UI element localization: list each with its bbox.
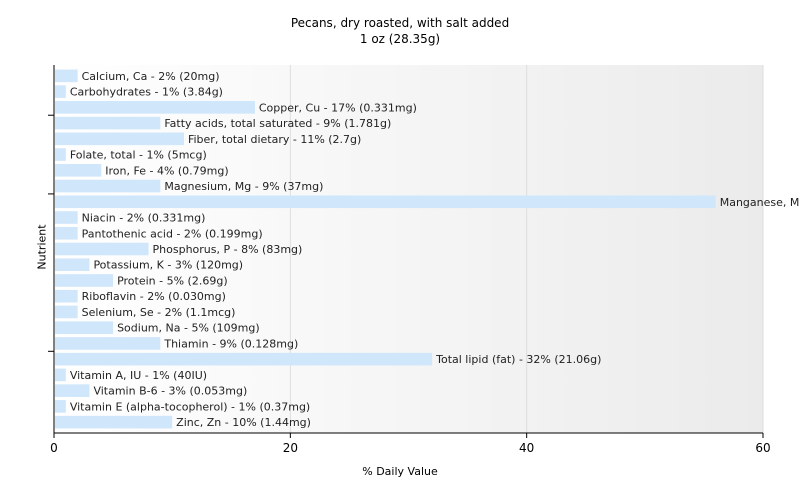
- bar-label: Magnesium, Mg - 9% (37mg): [164, 180, 323, 193]
- bar: [55, 242, 149, 256]
- bar-label: Total lipid (fat) - 32% (21.06g): [435, 353, 601, 366]
- bar-label: Fatty acids, total saturated - 9% (1.781…: [164, 117, 391, 130]
- bar-label: Folate, total - 1% (5mcg): [70, 149, 207, 162]
- bar: [55, 116, 161, 130]
- bar-label: Niacin - 2% (0.331mg): [82, 212, 206, 225]
- chart-title: Pecans, dry roasted, with salt added: [290, 16, 510, 30]
- bar: [55, 352, 433, 366]
- bar-label: Copper, Cu - 17% (0.331mg): [259, 101, 417, 114]
- bar-label: Pantothenic acid - 2% (0.199mg): [82, 227, 263, 240]
- x-tick-label: 40: [519, 441, 534, 455]
- bar: [55, 226, 78, 240]
- bar-label: Potassium, K - 3% (120mg): [93, 259, 243, 272]
- bar-label: Selenium, Se - 2% (1.1mcg): [82, 306, 236, 319]
- x-tick-label: 0: [50, 441, 58, 455]
- bar-label: Phosphorus, P - 8% (83mg): [153, 243, 303, 256]
- bar: [55, 179, 161, 193]
- bar: [55, 305, 78, 319]
- bar: [55, 69, 78, 83]
- bar-label: Riboflavin - 2% (0.030mg): [82, 290, 226, 303]
- x-tick-label: 60: [755, 441, 770, 455]
- bar: [55, 337, 161, 350]
- bar-label: Vitamin E (alpha-tocopherol) - 1% (0.37m…: [70, 400, 310, 413]
- bar: [55, 321, 114, 334]
- bar: [55, 274, 114, 287]
- bar: [55, 148, 66, 161]
- bar: [55, 384, 90, 397]
- bar-label: Carbohydrates - 1% (3.84g): [70, 86, 223, 99]
- bar: [55, 101, 255, 114]
- x-axis-label: % Daily Value: [362, 465, 438, 478]
- bar-label: Thiamin - 9% (0.128mg): [163, 337, 298, 350]
- bar-label: Vitamin A, IU - 1% (40IU): [70, 369, 207, 382]
- bar: [55, 195, 716, 209]
- bar: [55, 85, 66, 98]
- bar-label: Zinc, Zn - 10% (1.44mg): [176, 416, 311, 429]
- bar: [55, 258, 90, 272]
- bar: [55, 368, 66, 382]
- bar-label: Fiber, total dietary - 11% (2.7g): [188, 133, 361, 146]
- chart-subtitle: 1 oz (28.35g): [359, 32, 441, 46]
- bar-label: Protein - 5% (2.69g): [117, 274, 228, 287]
- bar: [55, 289, 78, 303]
- bar: [55, 415, 173, 429]
- y-axis-label: Nutrient: [35, 224, 49, 270]
- bar-label: Vitamin B-6 - 3% (0.053mg): [93, 385, 247, 398]
- x-tick-label: 20: [283, 441, 298, 455]
- bar-label: Sodium, Na - 5% (109mg): [117, 322, 260, 335]
- bar-label: Iron, Fe - 4% (0.79mg): [105, 164, 228, 177]
- bar-label: Calcium, Ca - 2% (20mg): [82, 70, 220, 83]
- bar: [55, 132, 184, 146]
- bar-label: Manganese, Mn - 56% (1.115mg): [720, 196, 800, 209]
- bar: [55, 211, 78, 224]
- bar: [55, 164, 102, 177]
- bar: [55, 400, 66, 413]
- plot-background: [54, 65, 763, 433]
